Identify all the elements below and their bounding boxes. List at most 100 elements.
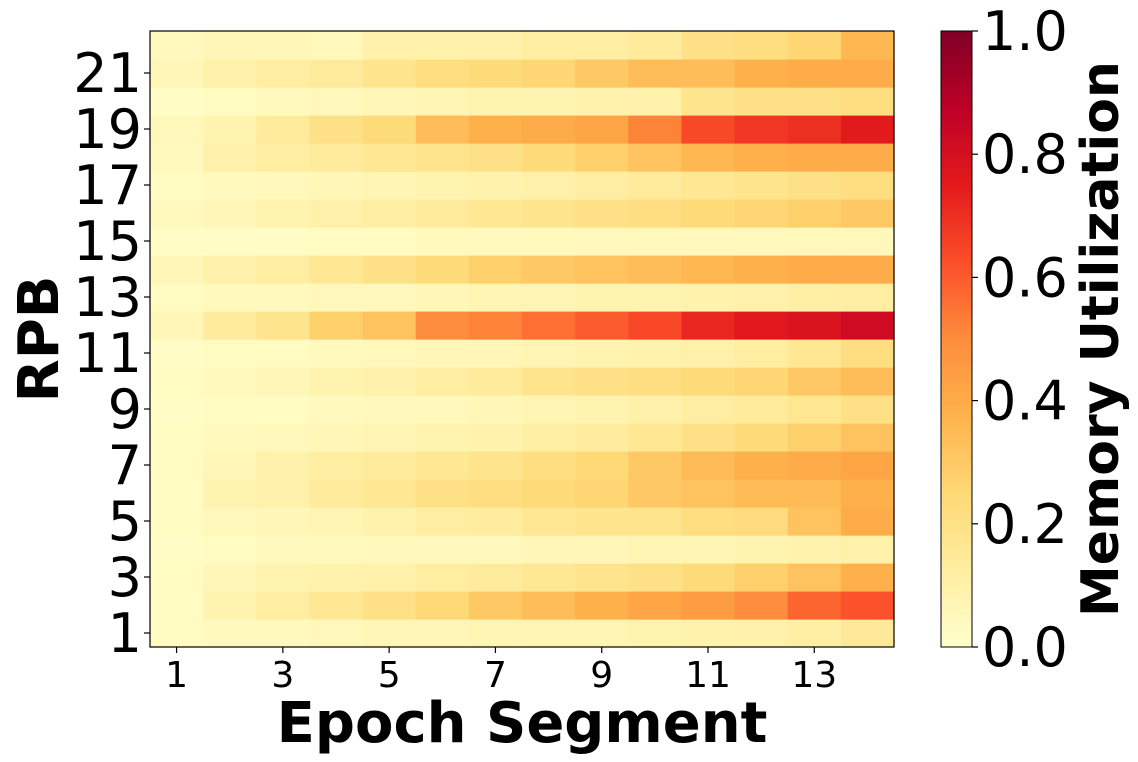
heatmap-cell [628,171,683,200]
x-tick-label: 13 [791,655,837,696]
heatmap-cell [575,395,629,424]
heatmap-cell [734,367,789,396]
heatmap-cell [575,171,629,200]
heatmap-cell [468,115,523,144]
heatmap-cell [468,367,523,396]
heatmap-cell [203,171,257,200]
heatmap-cell [256,171,311,200]
heatmap-cell [468,311,523,340]
x-axis-ticks: 1 3 5 7 9 11 13 [165,647,837,696]
heatmap-cell [203,115,257,144]
heatmap-cell [681,367,736,396]
heatmap-cell [256,563,311,592]
heatmap-cell [628,619,683,648]
heatmap-cell [787,339,842,368]
heatmap-cell [840,395,895,424]
heatmap-cell [309,31,364,60]
heatmap-cell [415,563,470,592]
heatmap-cell [681,591,736,620]
heatmap-cell [309,367,364,396]
heatmap-cell [415,87,470,116]
heatmap-cell [628,591,683,620]
heatmap-cell [681,479,736,508]
heatmap-cell [522,395,576,424]
heatmap-cell [522,339,576,368]
heatmap-cell [628,339,683,368]
heatmap-cell [256,535,311,564]
y-tick-label: 3 [108,546,142,609]
heatmap-cell [681,227,736,256]
heatmap-cell [362,507,417,536]
heatmap-cell [362,535,417,564]
heatmap-cell [681,199,736,228]
y-tick-label: 7 [108,434,142,497]
heatmap-cell [203,451,257,480]
heatmap-cell [840,479,895,508]
heatmap-cell [309,283,364,312]
heatmap-cell [522,283,576,312]
heatmap-cell [415,115,470,144]
heatmap-cell [415,339,470,368]
heatmap-cell [840,59,895,88]
heatmap-cell [522,591,576,620]
heatmap-cell [734,479,789,508]
heatmap-cell [362,563,417,592]
x-axis-label: Epoch Segment [277,691,768,756]
heatmap-cell [734,563,789,592]
heatmap-cell [840,591,895,620]
heatmap-cell [150,479,204,508]
heatmap-cell [628,31,683,60]
heatmap-cell [734,591,789,620]
heatmap-cell [362,591,417,620]
heatmap-cell [256,59,311,88]
heatmap-cell [787,367,842,396]
heatmap-cell [415,507,470,536]
heatmap-cell [203,479,257,508]
heatmap-cell [415,591,470,620]
heatmap-cell [150,115,204,144]
heatmap-cell [362,423,417,452]
heatmap-cell [734,199,789,228]
heatmap-cell [840,255,895,284]
heatmap-cell [203,423,257,452]
heatmap-cell [362,339,417,368]
heatmap-cell [522,115,576,144]
heatmap-cell [681,255,736,284]
heatmap-cell [150,59,204,88]
heatmap-cell [415,367,470,396]
y-tick-label: 17 [73,154,142,217]
plot-frame [149,30,895,648]
heatmap-cell [415,311,470,340]
heatmap-cell [468,171,523,200]
heatmap-cell [256,311,311,340]
heatmap-cell [203,31,257,60]
heatmap-cell [468,339,523,368]
heatmap-cell [362,59,417,88]
heatmap-cell [256,395,311,424]
heatmap-cell [150,451,204,480]
heatmap-cell [840,31,895,60]
heatmap-cell [203,619,257,648]
heatmap-cell [256,255,311,284]
heatmap-cell [840,535,895,564]
heatmap-cell [203,535,257,564]
heatmap-cell [628,367,683,396]
heatmap-cell [628,535,683,564]
heatmap-cell [522,59,576,88]
heatmap-cell [734,451,789,480]
heatmap-cell [150,171,204,200]
heatmap-cell [309,143,364,172]
heatmap-cell [734,255,789,284]
heatmap-cell [256,423,311,452]
heatmap-cell [468,563,523,592]
heatmap-cell [840,563,895,592]
heatmap-cell [150,227,204,256]
heatmap-cell [840,339,895,368]
heatmap-cell [522,171,576,200]
heatmap-cell [362,199,417,228]
heatmap-cell [309,619,364,648]
heatmap-cell [787,591,842,620]
heatmap-cell [309,87,364,116]
heatmap-cell [468,591,523,620]
heatmap-cell [309,535,364,564]
